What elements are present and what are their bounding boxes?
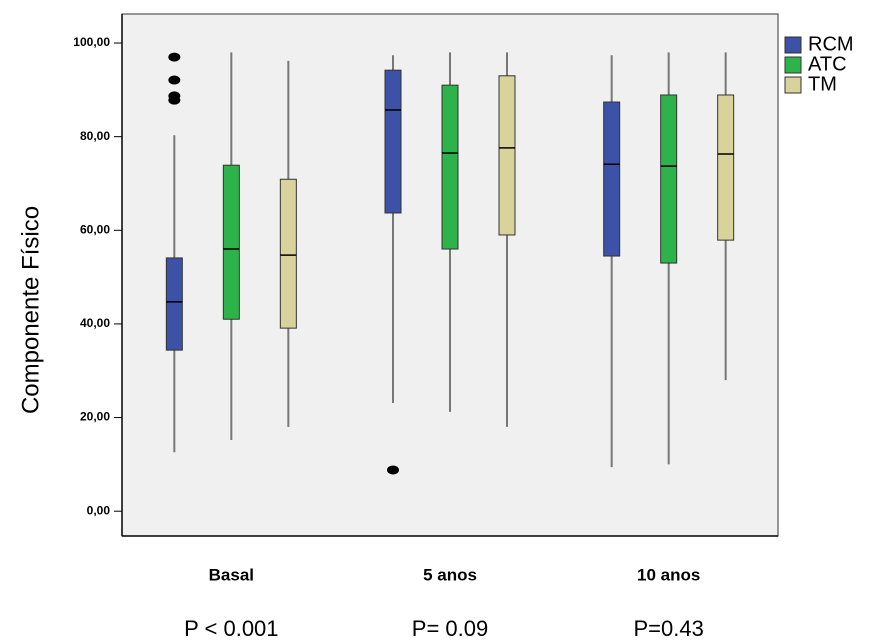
outlier [387,465,399,475]
y-tick-label: 60,00 [80,222,110,236]
p-value: P= 0.09 [412,616,488,641]
y-tick-label: 100,00 [73,35,110,49]
outlier [168,75,181,85]
legend-swatch [784,76,802,94]
outlier [168,95,181,105]
legend-swatch [784,56,802,74]
box [498,75,516,236]
y-tick-label: 40,00 [80,316,110,330]
p-value: P=0.43 [633,616,703,641]
box [717,94,735,241]
legend-label: TM [808,73,837,95]
outlier [168,52,181,62]
box [660,94,678,264]
box [441,84,459,250]
x-tick-label: Basal [209,565,254,584]
legend-label: ATC [808,53,847,75]
p-value: P < 0.001 [184,616,278,641]
y-tick-label: 80,00 [80,129,110,143]
x-tick-label: 5 anos [423,565,477,584]
y-tick-label: 20,00 [80,410,110,424]
box [603,101,621,257]
x-tick-label: 10 anos [637,565,700,584]
box [384,69,402,214]
box [222,164,240,320]
box [279,178,297,329]
y-tick-label: 0,00 [87,503,111,517]
box [165,257,183,351]
y-axis-label: Componente Físico [17,206,44,414]
legend-label: RCM [808,33,854,55]
legend-swatch [784,36,802,54]
